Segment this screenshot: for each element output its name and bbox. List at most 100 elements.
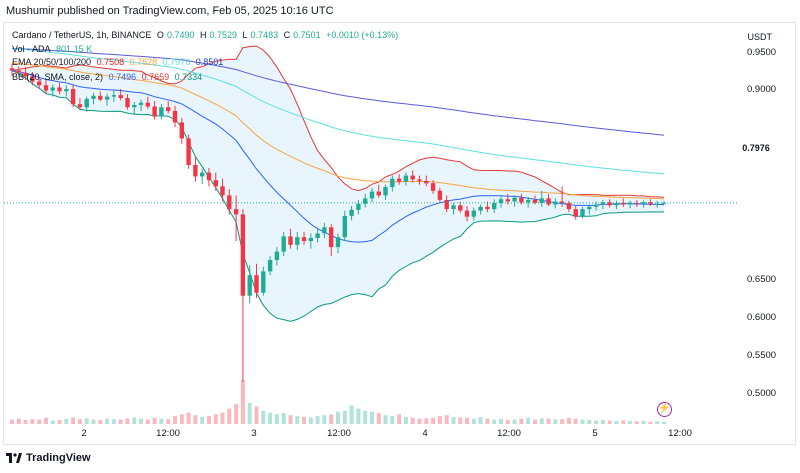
- candle[interactable]: [492, 203, 497, 210]
- candle[interactable]: [159, 107, 164, 117]
- candle[interactable]: [369, 191, 375, 199]
- candle[interactable]: [227, 195, 232, 210]
- candle[interactable]: [166, 107, 171, 111]
- candle[interactable]: [390, 178, 395, 188]
- candle[interactable]: [111, 95, 117, 97]
- candle[interactable]: [274, 251, 280, 260]
- candle[interactable]: [43, 85, 49, 91]
- candle[interactable]: [383, 187, 388, 196]
- candle[interactable]: [498, 199, 504, 203]
- candle[interactable]: [193, 165, 198, 177]
- candle[interactable]: [308, 238, 313, 241]
- candle[interactable]: [505, 199, 510, 202]
- candle[interactable]: [104, 96, 110, 100]
- volume-legend[interactable]: Vol · ADA 801.15 K: [12, 44, 95, 54]
- candle[interactable]: [9, 68, 15, 71]
- candle[interactable]: [281, 236, 286, 252]
- candle[interactable]: [349, 209, 354, 216]
- candle[interactable]: [138, 102, 144, 105]
- candle[interactable]: [573, 209, 578, 217]
- candle[interactable]: [580, 209, 585, 217]
- candle[interactable]: [64, 89, 69, 92]
- candle[interactable]: [376, 191, 381, 196]
- candle[interactable]: [233, 209, 239, 215]
- candle[interactable]: [145, 102, 150, 107]
- candle[interactable]: [485, 206, 490, 210]
- candle[interactable]: [186, 138, 191, 165]
- candle[interactable]: [335, 237, 341, 248]
- candle[interactable]: [91, 95, 96, 99]
- candle[interactable]: [30, 76, 35, 82]
- candle[interactable]: [566, 203, 572, 210]
- candle[interactable]: [152, 106, 157, 117]
- candle[interactable]: [478, 206, 483, 211]
- candle[interactable]: [342, 215, 347, 238]
- candle[interactable]: [655, 203, 660, 205]
- candle[interactable]: [430, 183, 436, 191]
- candle[interactable]: [634, 203, 639, 204]
- candle[interactable]: [118, 95, 123, 99]
- candle[interactable]: [132, 105, 137, 108]
- candle[interactable]: [451, 205, 456, 210]
- candle[interactable]: [179, 122, 184, 139]
- ema-legend[interactable]: EMA 20/50/100/200 0.7508 0.7628 0.7976 0…: [12, 57, 226, 67]
- candle[interactable]: [288, 236, 293, 245]
- candle[interactable]: [363, 198, 368, 204]
- bb-legend[interactable]: BB (20, SMA, close, 2) 0.7496 0.7659 0.7…: [12, 72, 205, 82]
- candle[interactable]: [526, 200, 531, 203]
- candle[interactable]: [254, 275, 259, 293]
- candle[interactable]: [444, 200, 449, 210]
- candle[interactable]: [403, 175, 409, 182]
- candle[interactable]: [559, 201, 565, 204]
- candle[interactable]: [648, 202, 653, 205]
- candle[interactable]: [267, 260, 273, 272]
- candle[interactable]: [77, 104, 83, 108]
- candle[interactable]: [57, 87, 62, 92]
- candle[interactable]: [519, 197, 524, 203]
- candle[interactable]: [356, 203, 361, 210]
- candle[interactable]: [614, 203, 619, 206]
- candle[interactable]: [329, 227, 334, 248]
- candle[interactable]: [553, 201, 558, 205]
- candle[interactable]: [200, 172, 205, 177]
- candle[interactable]: [70, 89, 76, 105]
- candle[interactable]: [247, 275, 252, 296]
- candle[interactable]: [464, 210, 470, 217]
- candle[interactable]: [532, 200, 538, 203]
- candle[interactable]: [23, 72, 28, 77]
- candle[interactable]: [315, 233, 320, 238]
- candle[interactable]: [16, 70, 21, 73]
- candle[interactable]: [437, 190, 443, 200]
- candle[interactable]: [471, 210, 476, 217]
- candle[interactable]: [37, 81, 42, 86]
- candle[interactable]: [539, 198, 544, 203]
- candle[interactable]: [458, 205, 463, 211]
- candle[interactable]: [125, 98, 130, 108]
- candle[interactable]: [600, 202, 606, 205]
- candle[interactable]: [301, 237, 307, 241]
- candle[interactable]: [172, 111, 178, 123]
- candle[interactable]: [98, 95, 103, 100]
- candle[interactable]: [220, 186, 225, 196]
- candle[interactable]: [417, 179, 422, 181]
- currency-label[interactable]: USDT: [747, 32, 773, 42]
- lightning-icon[interactable]: ⚡: [657, 402, 672, 417]
- candle[interactable]: [424, 181, 429, 184]
- candle[interactable]: [410, 175, 415, 180]
- candle[interactable]: [261, 271, 266, 293]
- candle[interactable]: [593, 204, 599, 207]
- candle[interactable]: [587, 206, 592, 210]
- candle[interactable]: [84, 98, 89, 108]
- candle[interactable]: [322, 227, 327, 234]
- candle[interactable]: [546, 198, 551, 205]
- candle[interactable]: [240, 214, 246, 296]
- symbol-legend[interactable]: Cardano / TetherUS, 1h, BINANCE O 0.7490 …: [12, 30, 401, 40]
- candle[interactable]: [295, 237, 300, 245]
- candle[interactable]: [50, 87, 55, 91]
- candle[interactable]: [213, 180, 218, 187]
- candle[interactable]: [627, 203, 633, 205]
- candle[interactable]: [512, 197, 517, 202]
- candle[interactable]: [621, 203, 626, 205]
- candle[interactable]: [396, 178, 402, 182]
